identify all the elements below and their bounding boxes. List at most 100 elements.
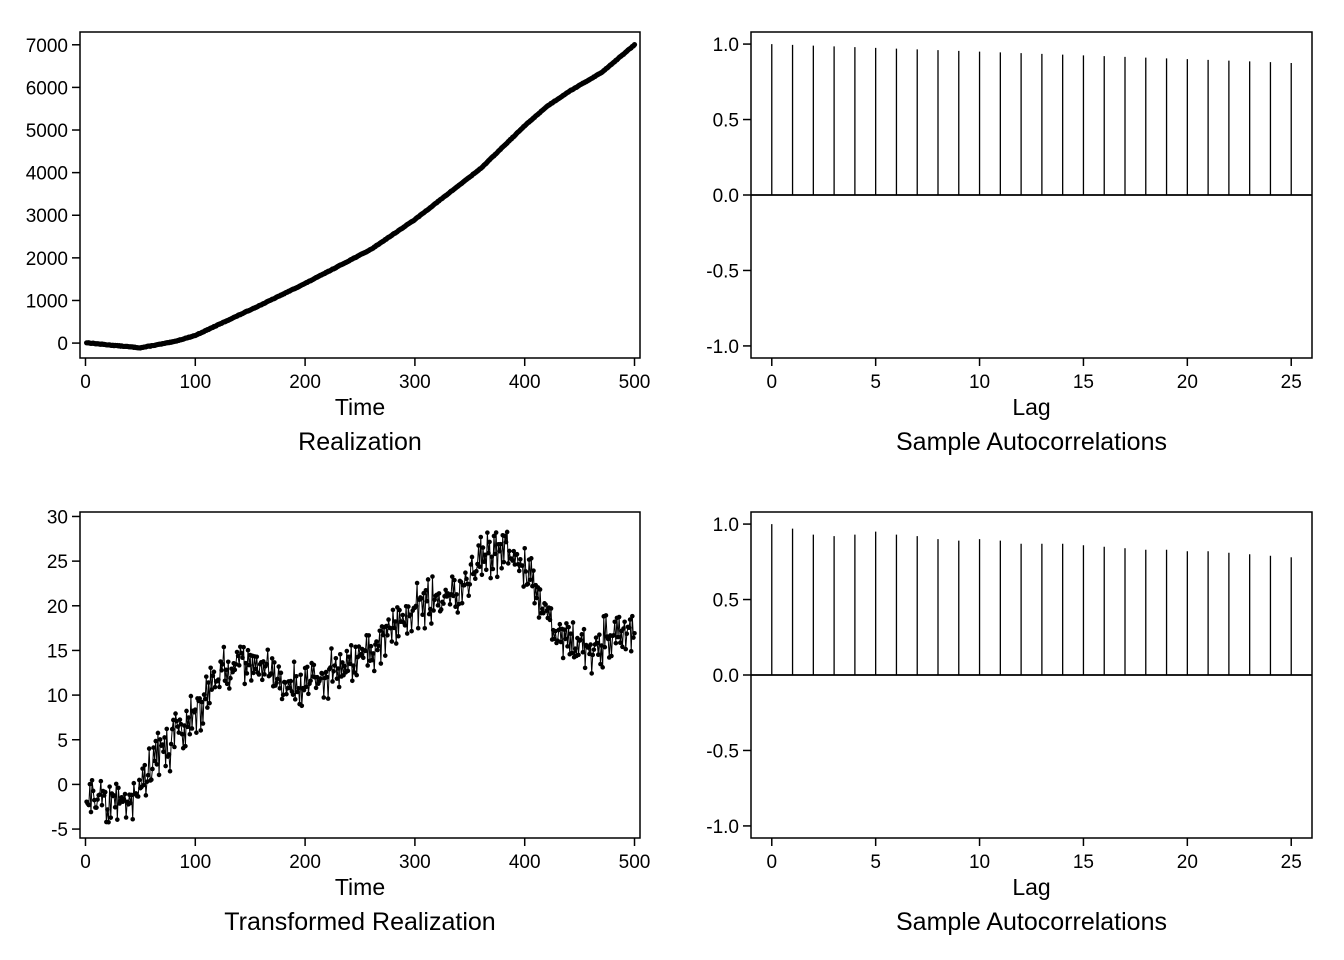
transformed-data-point [186, 715, 192, 720]
transformed-data-point [210, 673, 216, 679]
transformed-data-point [187, 731, 193, 737]
transformed-data-point [208, 665, 213, 671]
transformed-data-point [272, 660, 277, 665]
transformed-data-point [311, 662, 317, 668]
transformed-data-point [617, 640, 623, 646]
transformed-data-point [504, 529, 510, 535]
transformed-data-point [232, 667, 238, 673]
transformed-data-point [537, 587, 543, 592]
transformed-data-point [130, 816, 136, 822]
transformed-data-point [265, 647, 271, 653]
transformed-data-point [564, 621, 569, 626]
transformed-data-point [291, 659, 297, 665]
transformed-x-axis-title: Time [335, 874, 385, 900]
transformed-data-point [259, 677, 265, 683]
acf1-y-tick-label: 0.5 [713, 111, 739, 132]
transformed-data-point [622, 619, 627, 625]
transformed-data-point [160, 742, 165, 747]
transformed-data-point [152, 758, 157, 764]
transformed-data-point [479, 572, 485, 578]
transformed-data-point [143, 793, 149, 798]
transformed-data-point [615, 634, 621, 640]
transformed-data-point [264, 661, 269, 667]
transformed-data-point [241, 644, 246, 650]
transformed-data-point [518, 557, 523, 562]
transformed-x-tick-label: 500 [619, 852, 651, 873]
transformed-data-point [234, 649, 240, 655]
realization-panel: 0 100 200 300 400 500010002000300040005000600… [26, 31, 650, 456]
transformed-data-point [397, 607, 402, 613]
transformed-data-point [490, 566, 496, 572]
transformed-data-point [605, 636, 611, 642]
transformed-data-point [474, 568, 479, 574]
transformed-data-point [224, 681, 230, 687]
realization-series-line [86, 43, 636, 350]
transformed-data-point [459, 600, 465, 606]
transformed-data-point [221, 644, 227, 650]
transformed-data-point [206, 680, 211, 685]
acf1-x-tick-label: 20 [1177, 372, 1198, 393]
transformed-data-point [334, 676, 340, 681]
transformed-data-point [212, 684, 218, 690]
transformed-data-point [333, 656, 339, 661]
transformed-y-tick-label: 5 [57, 731, 68, 752]
realization-x-tick-label: 0 [80, 372, 91, 393]
transformed-data-point [616, 614, 622, 620]
transformed-data-point [331, 668, 336, 674]
transformed-data-point [318, 676, 323, 681]
transformed-data-point [276, 664, 282, 669]
transformed-data-point [268, 671, 274, 676]
transformed-data-point [452, 577, 457, 583]
transformed-data-point [121, 796, 127, 802]
transformed-data-point [128, 800, 133, 806]
transformed-data-point [97, 792, 103, 797]
realization-x-tick-label: 400 [509, 372, 541, 393]
transformed-data-point [108, 815, 114, 820]
transformed-data-point [543, 602, 548, 607]
transformed-data-point [602, 644, 608, 650]
transformed-y-tick-label: -5 [51, 820, 68, 841]
transformed-data-point [304, 664, 310, 670]
transformed-data-point [89, 778, 95, 783]
transformed-data-point [454, 592, 459, 597]
realization-x-tick-label: 300 [399, 372, 431, 393]
transformed-data-point [627, 617, 633, 622]
transformed-data-point [613, 640, 619, 646]
transformed-data-point [88, 809, 94, 815]
transformed-data-point [351, 663, 356, 668]
transformed-data-point [390, 607, 396, 613]
transformed-data-point [168, 741, 174, 747]
transformed-data-point [269, 656, 275, 661]
transformed-data-point [561, 627, 567, 632]
transformed-data-point [611, 633, 616, 638]
acf1-y-tick-label: 0.0 [713, 186, 739, 207]
transformed-data-point [374, 639, 379, 644]
transformed-data-point [419, 596, 424, 601]
transformed-data-point [155, 730, 161, 736]
acf2-x-tick-label: 0 [766, 852, 777, 873]
transformed-data-point [505, 561, 511, 566]
transformed-data-point [156, 772, 162, 778]
acf2-panel-title: Sample Autocorrelations [896, 908, 1167, 936]
realization-y-tick-label: 7000 [26, 36, 68, 57]
transformed-data-point [558, 639, 564, 645]
transformed-data-point [115, 817, 120, 822]
transformed-data-point [324, 674, 330, 680]
transformed-data-point [348, 643, 354, 648]
transformed-data-point [404, 631, 410, 636]
transformed-data-point [565, 644, 570, 649]
transformed-data-point [368, 643, 374, 649]
transformed-data-point [464, 576, 469, 582]
transformed-data-point [491, 533, 497, 539]
transformed-data-point [275, 676, 280, 682]
transformed-data-point [623, 646, 629, 652]
transformed-data-point [569, 650, 575, 656]
transformed-series-line [86, 531, 635, 823]
transformed-data-point [236, 663, 242, 668]
transformed-data-point [146, 746, 152, 751]
transformed-data-point [483, 567, 489, 573]
transformed-x-tick-label: 300 [399, 852, 431, 873]
transformed-y-tick-label: 20 [47, 597, 68, 618]
transformed-data-point [274, 680, 279, 686]
transformed-data-point [467, 582, 473, 587]
